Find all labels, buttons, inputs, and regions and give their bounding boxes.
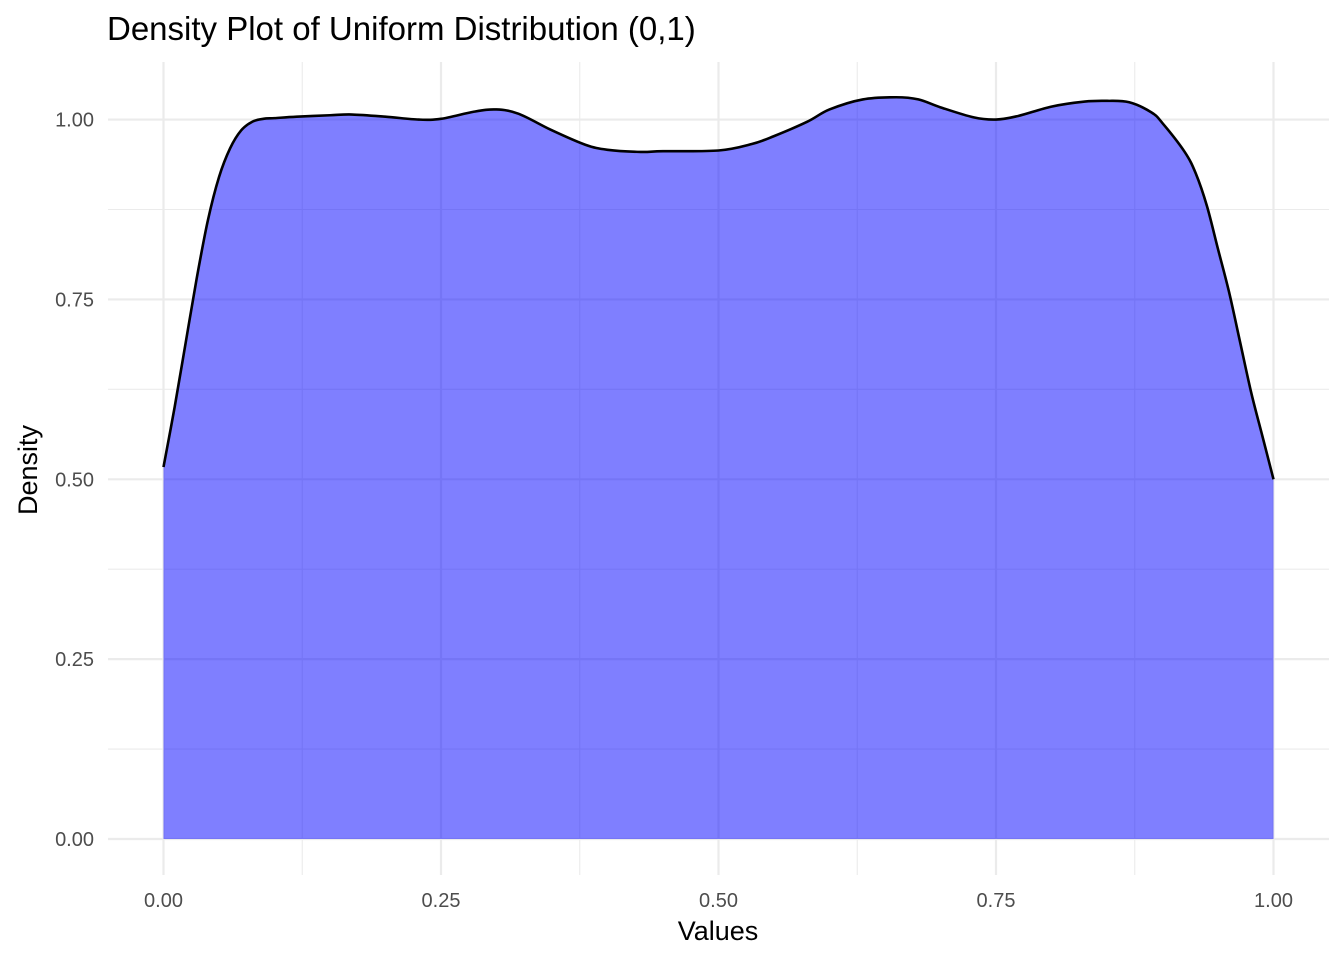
x-axis-label: Values — [678, 916, 759, 946]
x-tick-label: 0.00 — [144, 890, 183, 912]
y-tick-label: 0.50 — [55, 469, 94, 491]
density-line — [162, 95, 1275, 480]
y-axis-ticks: 0.00 0.25 0.50 0.75 1.00 — [55, 110, 94, 851]
y-tick-label: 1.00 — [55, 110, 94, 132]
y-axis-label: Density — [13, 424, 43, 515]
y-tick-label: 0.00 — [55, 829, 94, 851]
x-tick-label: 1.00 — [1254, 890, 1293, 912]
x-axis-ticks: 0.00 0.25 0.50 0.75 1.00 — [144, 890, 1293, 912]
chart-title: Density Plot of Uniform Distribution (0,… — [107, 10, 696, 47]
x-tick-label: 0.25 — [422, 890, 461, 912]
x-tick-label: 0.75 — [977, 890, 1016, 912]
x-tick-label: 0.50 — [699, 890, 738, 912]
density-area — [163, 97, 1274, 840]
y-tick-label: 0.25 — [55, 649, 94, 671]
y-tick-label: 0.75 — [55, 289, 94, 311]
